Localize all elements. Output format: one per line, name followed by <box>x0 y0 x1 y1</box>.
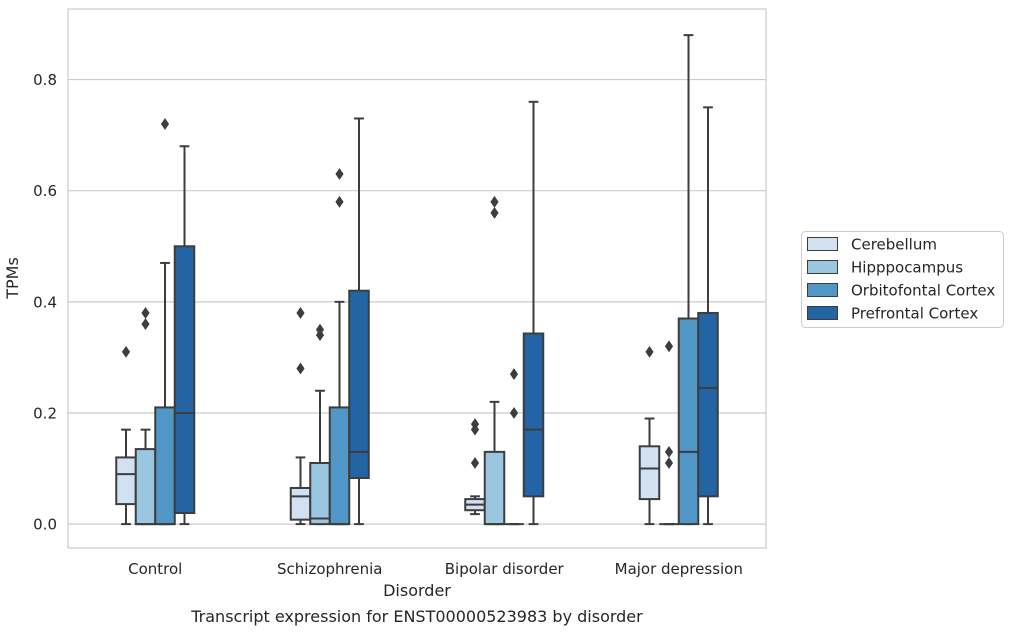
box-body <box>677 317 700 526</box>
outlier-point <box>664 340 674 353</box>
outlier-point <box>509 407 519 419</box>
outlier-point <box>121 345 131 358</box>
x-tick-label: Bipolar disorder <box>445 560 565 578</box>
outlier-point <box>335 195 344 208</box>
box-body <box>697 311 719 498</box>
y-tick-label: 0.4 <box>33 293 57 311</box>
outlier-point <box>141 318 150 330</box>
legend-label: Orbitofontal Cortex <box>851 282 995 300</box>
x-tick-label: Schizophrenia <box>277 560 382 578</box>
outlier-point <box>335 168 344 180</box>
box <box>173 145 196 526</box>
x-tick-label: Control <box>128 560 182 578</box>
x-tick-label: Major depression <box>615 560 743 578</box>
y-tick-label: 0.0 <box>33 516 57 534</box>
box-body <box>134 448 157 526</box>
box <box>638 345 661 526</box>
box <box>677 34 700 526</box>
box-body <box>115 456 137 506</box>
outlier-point <box>141 307 150 319</box>
outlier-point <box>160 118 170 130</box>
box <box>504 368 524 526</box>
outlier-point <box>470 457 480 469</box>
box-group <box>115 118 196 526</box>
box <box>483 195 506 526</box>
legend: Cerebellum Hipppocampus Orbitofontal Corte… <box>801 231 1004 328</box>
box <box>134 307 157 526</box>
outlier-point <box>315 323 325 336</box>
box-body <box>522 332 545 498</box>
outlier-point <box>470 418 480 430</box>
outlier-point <box>296 307 305 319</box>
y-tick-label: 0.6 <box>33 182 57 200</box>
legend-swatch <box>807 237 838 251</box>
y-tick-label: 0.8 <box>33 71 57 89</box>
outlier-point <box>664 457 674 469</box>
legend-items: Cerebellum Hipppocampus Orbitofontal Corte… <box>807 236 995 323</box>
legend-swatch <box>807 260 838 274</box>
legend-label: Cerebellum <box>851 236 937 254</box>
outlier-point <box>645 345 654 358</box>
outlier-point <box>490 207 499 219</box>
y-axis-label: TPMs <box>3 257 22 300</box>
x-axis-ticks: Control Schizophrenia Bipolar disorder Majo… <box>128 560 743 578</box>
box-body <box>289 486 312 521</box>
legend-swatch <box>807 283 838 297</box>
outlier-point <box>664 445 674 458</box>
box-body <box>173 245 196 514</box>
box-body <box>328 406 351 526</box>
x-axis-label: Disorder <box>383 581 451 600</box>
box <box>328 168 351 526</box>
legend-label: Prefrontal Cortex <box>851 305 978 323</box>
box-body <box>348 289 370 479</box>
box <box>697 106 719 526</box>
box-group <box>638 34 719 526</box>
box-body <box>638 445 661 501</box>
box-group <box>289 117 370 526</box>
outlier-point <box>509 368 519 380</box>
chart-caption: Transcript expression for ENST0000052398… <box>190 607 643 626</box>
box <box>659 340 679 526</box>
y-axis-ticks: 0.0 0.2 0.4 0.6 0.8 <box>33 71 57 534</box>
box <box>522 100 545 526</box>
box-body <box>154 406 176 526</box>
box <box>154 118 176 526</box>
outlier-point <box>490 195 499 208</box>
legend-swatch <box>807 306 838 320</box>
legend-box <box>801 231 1004 328</box>
box-groups <box>115 34 719 526</box>
box <box>348 117 370 526</box>
box-body <box>483 450 506 526</box>
legend-label: Hipppocampus <box>851 259 963 277</box>
y-tick-label: 0.2 <box>33 404 57 422</box>
box-group <box>464 100 545 526</box>
box-body <box>309 461 331 526</box>
outlier-point <box>296 362 305 375</box>
plot-frame <box>67 8 767 549</box>
